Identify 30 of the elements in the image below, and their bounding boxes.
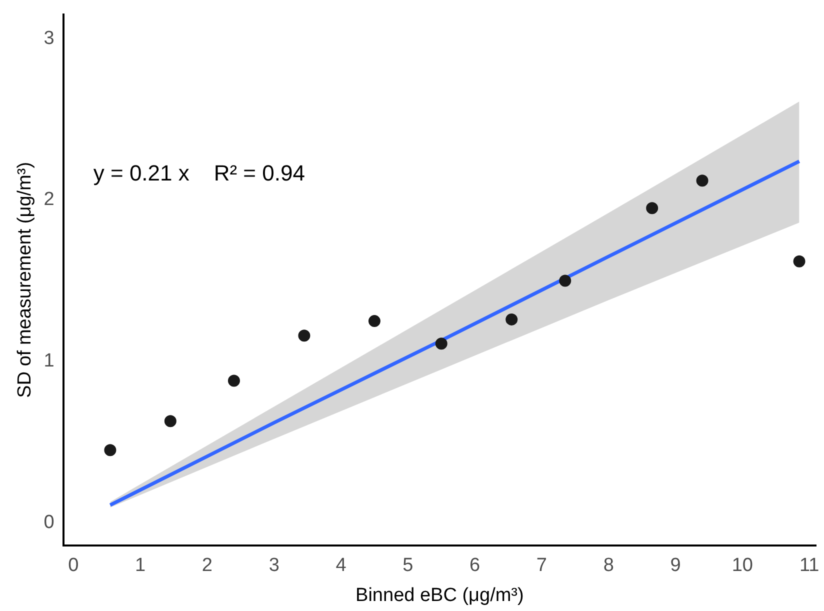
point bbox=[228, 374, 240, 387]
x-tick-label: 11 bbox=[799, 555, 820, 576]
point bbox=[696, 174, 708, 187]
point bbox=[559, 274, 572, 287]
x-axis-title: Binned eBC (μg/m³) bbox=[356, 584, 524, 606]
point bbox=[164, 415, 176, 428]
point bbox=[646, 202, 658, 214]
y-tick-label: 2 bbox=[44, 189, 54, 210]
annotation: y = 0.21 x R² = 0.94 bbox=[93, 160, 305, 186]
x-tick-label: 0 bbox=[68, 555, 79, 576]
point bbox=[506, 313, 518, 326]
x-tick-label: 3 bbox=[268, 555, 280, 576]
x-tick-label: 2 bbox=[202, 555, 212, 576]
x-tick-label: 4 bbox=[336, 555, 347, 576]
y-tick-label: 1 bbox=[44, 350, 54, 372]
x-tick-label: 9 bbox=[670, 555, 681, 576]
x-tick-label: 8 bbox=[603, 555, 614, 576]
y-tick-label: 3 bbox=[44, 28, 54, 49]
point bbox=[298, 330, 310, 342]
x-tick-label: 5 bbox=[402, 555, 414, 576]
x-tick-label: 1 bbox=[135, 555, 146, 576]
x-tick-label: 10 bbox=[732, 555, 753, 576]
y-tick-label: 0 bbox=[44, 512, 54, 534]
point bbox=[435, 338, 448, 350]
x-tick-label: 7 bbox=[536, 555, 547, 576]
point bbox=[793, 255, 806, 268]
x-tick-label: 6 bbox=[470, 555, 480, 576]
point bbox=[104, 444, 116, 456]
y-axis-title: SD of measurement (μg/m³) bbox=[14, 162, 36, 398]
point bbox=[368, 315, 380, 328]
